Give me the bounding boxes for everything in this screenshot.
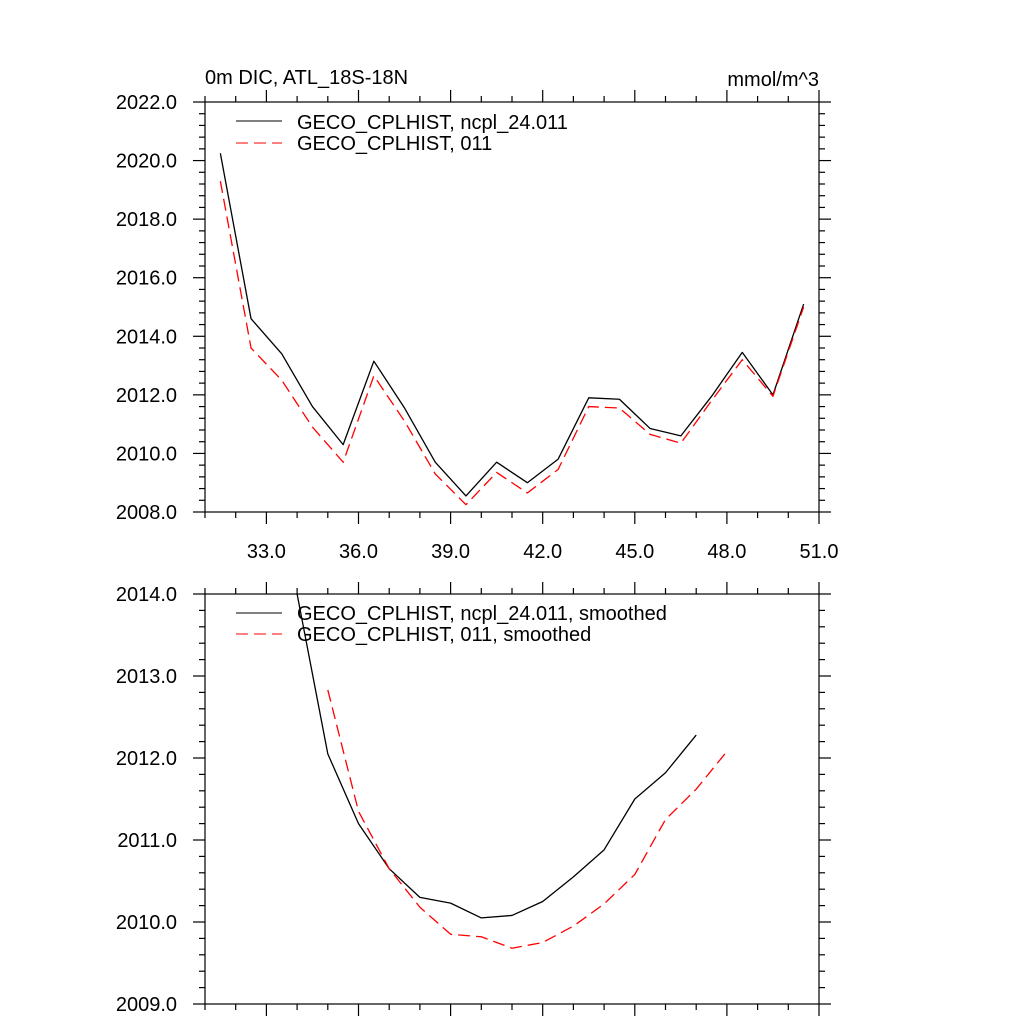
x-tick-label: 51.0 [800,541,839,563]
bottom-panel: 2009.0 2010.0 2011.0 2012.0 2013.0 2014.0 GEC… [116,582,831,1016]
y-tick-label: 2014.0 [116,326,177,348]
bottom-legend: GECO_CPLHIST, ncpl_24.011, smoothed GECO… [236,603,667,646]
y-tick-label: 2022.0 [116,92,177,114]
x-tick-label: 33.0 [247,541,286,563]
bottom-series-line-1 [296,593,697,919]
bottom-series-line-2 [327,689,728,949]
x-tick-label: 45.0 [615,541,654,563]
bottom-series-layer [296,593,728,949]
y-tick-label: 2012.0 [116,748,177,770]
bottom-plot-frame [204,593,820,1005]
top-series-line-1 [219,153,805,497]
y-tick-label: 2014.0 [116,584,177,606]
top-x-tick-labels: 33.0 36.0 39.0 42.0 45.0 48.0 51.0 [247,541,839,563]
top-chart-title: 0m DIC, ATL_18S-18N [205,67,408,89]
x-tick-label: 39.0 [431,541,470,563]
bottom-legend-label-series-1: GECO_CPLHIST, ncpl_24.011, smoothed [297,603,667,625]
x-tick-label: 36.0 [339,541,378,563]
bottom-tick-marks [193,582,831,1016]
top-tick-marks [193,90,831,524]
y-tick-label: 2010.0 [116,443,177,465]
x-tick-label: 48.0 [707,541,746,563]
y-tick-label: 2010.0 [116,912,177,934]
bottom-legend-label-series-2: GECO_CPLHIST, 011, smoothed [297,624,591,646]
y-tick-label: 2018.0 [116,209,177,231]
y-tick-label: 2016.0 [116,268,177,290]
top-plot-frame [204,101,820,513]
top-panel: 2008.0 2010.0 2012.0 2014.0 2016.0 2018.0 2020… [116,67,839,563]
y-tick-label: 2020.0 [116,151,177,173]
top-legend-label-series-2: GECO_CPLHIST, 011 [297,133,492,155]
top-legend: GECO_CPLHIST, ncpl_24.011 GECO_CPLHIST, … [236,112,568,155]
top-legend-label-series-1: GECO_CPLHIST, ncpl_24.011 [297,112,568,134]
y-tick-label: 2009.0 [116,994,177,1016]
x-tick-label: 42.0 [523,541,562,563]
bottom-y-tick-labels: 2009.0 2010.0 2011.0 2012.0 2013.0 2014.0 [116,584,177,1016]
top-series-line-2 [219,180,805,506]
top-chart-units: mmol/m^3 [727,69,819,91]
y-tick-label: 2012.0 [116,385,177,407]
y-tick-label: 2013.0 [116,666,177,688]
top-y-tick-labels: 2008.0 2010.0 2012.0 2014.0 2016.0 2018.0 2020… [116,92,177,524]
top-series-layer [219,153,805,506]
y-tick-label: 2011.0 [117,830,177,852]
y-tick-label: 2008.0 [116,502,177,524]
